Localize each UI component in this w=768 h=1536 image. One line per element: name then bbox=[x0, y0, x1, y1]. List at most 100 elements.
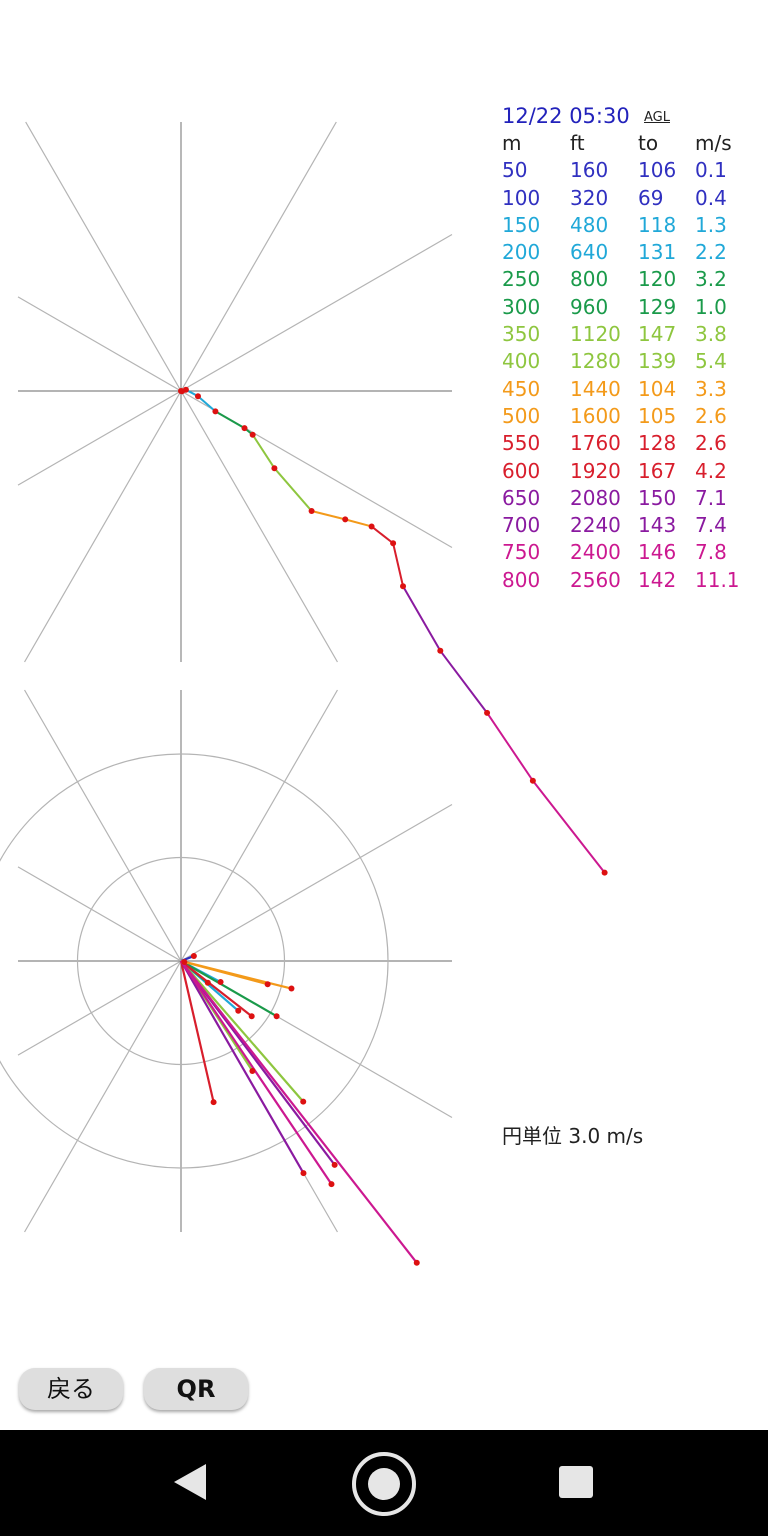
table-row: 550 1760 128 2.6 bbox=[502, 430, 727, 457]
cell-to: 69 bbox=[638, 185, 664, 210]
cell-ms: 7.4 bbox=[695, 513, 727, 538]
cell-m: 800 bbox=[502, 567, 541, 592]
cell-to: 131 bbox=[638, 240, 677, 265]
grid-line bbox=[17, 234, 453, 486]
cell-ms: 2.2 bbox=[695, 240, 727, 265]
wind-vector bbox=[179, 960, 215, 1103]
cell-to: 150 bbox=[638, 485, 677, 510]
recent-apps-icon[interactable] bbox=[559, 1466, 593, 1498]
wind-vector-tip bbox=[300, 1098, 307, 1105]
back-icon[interactable] bbox=[174, 1464, 206, 1500]
cell-to: 142 bbox=[638, 567, 677, 592]
cell-to: 105 bbox=[638, 403, 677, 428]
cell-ms: 3.3 bbox=[695, 376, 727, 401]
wind-vector bbox=[180, 960, 333, 1185]
cell-ft: 800 bbox=[570, 267, 609, 292]
cell-ms: 4.2 bbox=[695, 458, 727, 483]
cell-m: 400 bbox=[502, 349, 541, 374]
cell-ms: 2.6 bbox=[695, 403, 727, 428]
cell-to: 118 bbox=[638, 212, 677, 237]
hodograph-segment bbox=[392, 543, 405, 587]
cell-ms: 0.1 bbox=[695, 158, 727, 183]
wind-vector-tip bbox=[210, 1099, 217, 1106]
home-icon[interactable] bbox=[352, 1452, 416, 1516]
col-ft: ft bbox=[570, 131, 585, 155]
table-row: 150 480 118 1.3 bbox=[502, 212, 727, 239]
wind-vector bbox=[180, 960, 305, 1103]
hodograph-segment bbox=[439, 650, 488, 714]
wind-vector-tip bbox=[217, 979, 224, 986]
hodograph-point bbox=[368, 523, 375, 530]
cell-m: 450 bbox=[502, 376, 541, 401]
cell-to: 128 bbox=[638, 431, 677, 456]
cell-ms: 2.6 bbox=[695, 431, 727, 456]
wind-vector-tip bbox=[328, 1181, 335, 1188]
hodograph-segment bbox=[486, 712, 534, 782]
cell-m: 650 bbox=[502, 485, 541, 510]
wind-vector bbox=[180, 960, 253, 1018]
cell-ft: 640 bbox=[570, 240, 609, 265]
cell-ft: 2560 bbox=[570, 567, 621, 592]
table-row: 650 2080 150 7.1 bbox=[502, 485, 727, 512]
cell-ft: 1600 bbox=[570, 403, 621, 428]
table-row: 700 2240 143 7.4 bbox=[502, 512, 727, 539]
hodograph-segment bbox=[532, 780, 606, 874]
hodograph-point bbox=[601, 869, 608, 876]
table-row: 500 1600 105 2.6 bbox=[502, 403, 727, 430]
hodograph-point bbox=[529, 777, 536, 784]
cell-m: 350 bbox=[502, 322, 541, 347]
wind-vector bbox=[180, 960, 278, 1018]
hodograph-point bbox=[400, 583, 407, 590]
hodograph-segment bbox=[311, 510, 346, 521]
cell-to: 147 bbox=[638, 322, 677, 347]
cell-ft: 960 bbox=[570, 294, 609, 319]
cell-to: 104 bbox=[638, 376, 677, 401]
cell-ft: 2080 bbox=[570, 485, 621, 510]
cell-m: 150 bbox=[502, 212, 541, 237]
cell-m: 50 bbox=[502, 158, 528, 183]
wind-vector-tip bbox=[248, 1013, 255, 1020]
hodograph-point bbox=[437, 647, 444, 654]
hodograph-segment bbox=[214, 410, 246, 430]
wind-vector bbox=[180, 960, 418, 1264]
observation-datetime: 12/22 05:30 bbox=[502, 104, 630, 128]
back-button[interactable]: 戻る bbox=[19, 1368, 123, 1410]
wind-vector-tip bbox=[288, 985, 295, 992]
cell-ms: 11.1 bbox=[695, 567, 740, 592]
wind-vector-tip bbox=[300, 1170, 307, 1177]
col-m: m bbox=[502, 131, 522, 155]
hodograph-point bbox=[342, 516, 349, 523]
table-row: 200 640 131 2.2 bbox=[502, 239, 727, 266]
table-row: 600 1920 167 4.2 bbox=[502, 458, 727, 485]
cell-ms: 3.2 bbox=[695, 267, 727, 292]
cell-m: 750 bbox=[502, 540, 541, 565]
cell-to: 143 bbox=[638, 513, 677, 538]
wind-vector-tip bbox=[235, 1007, 242, 1014]
table-header: 12/22 05:30 AGL bbox=[502, 104, 670, 130]
table-row: 250 800 120 3.2 bbox=[502, 266, 727, 293]
col-ms: m/s bbox=[695, 131, 732, 155]
wind-vector-tip bbox=[249, 1067, 256, 1074]
table-row: 800 2560 142 11.1 bbox=[502, 567, 740, 594]
cell-m: 600 bbox=[502, 458, 541, 483]
wind-vector bbox=[180, 959, 268, 986]
hodograph-point bbox=[390, 540, 397, 547]
cell-m: 300 bbox=[502, 294, 541, 319]
hodograph-point bbox=[241, 425, 248, 432]
hodograph-point bbox=[249, 431, 256, 438]
cell-ft: 480 bbox=[570, 212, 609, 237]
cell-ms: 0.4 bbox=[695, 185, 727, 210]
hodograph-segment bbox=[402, 585, 442, 652]
system-nav-bar bbox=[0, 1430, 768, 1536]
hodograph-trace bbox=[178, 386, 608, 876]
cell-ft: 1760 bbox=[570, 431, 621, 456]
wind-vector-tip bbox=[264, 981, 271, 988]
column-headers: m ft to m/s bbox=[502, 130, 732, 157]
cell-ft: 160 bbox=[570, 158, 609, 183]
qr-button[interactable]: QR bbox=[144, 1368, 248, 1410]
table-row: 350 1120 147 3.8 bbox=[502, 321, 727, 348]
cell-ft: 320 bbox=[570, 185, 609, 210]
cell-ms: 7.1 bbox=[695, 485, 727, 510]
table-row: 450 1440 104 3.3 bbox=[502, 376, 727, 403]
cell-m: 700 bbox=[502, 513, 541, 538]
